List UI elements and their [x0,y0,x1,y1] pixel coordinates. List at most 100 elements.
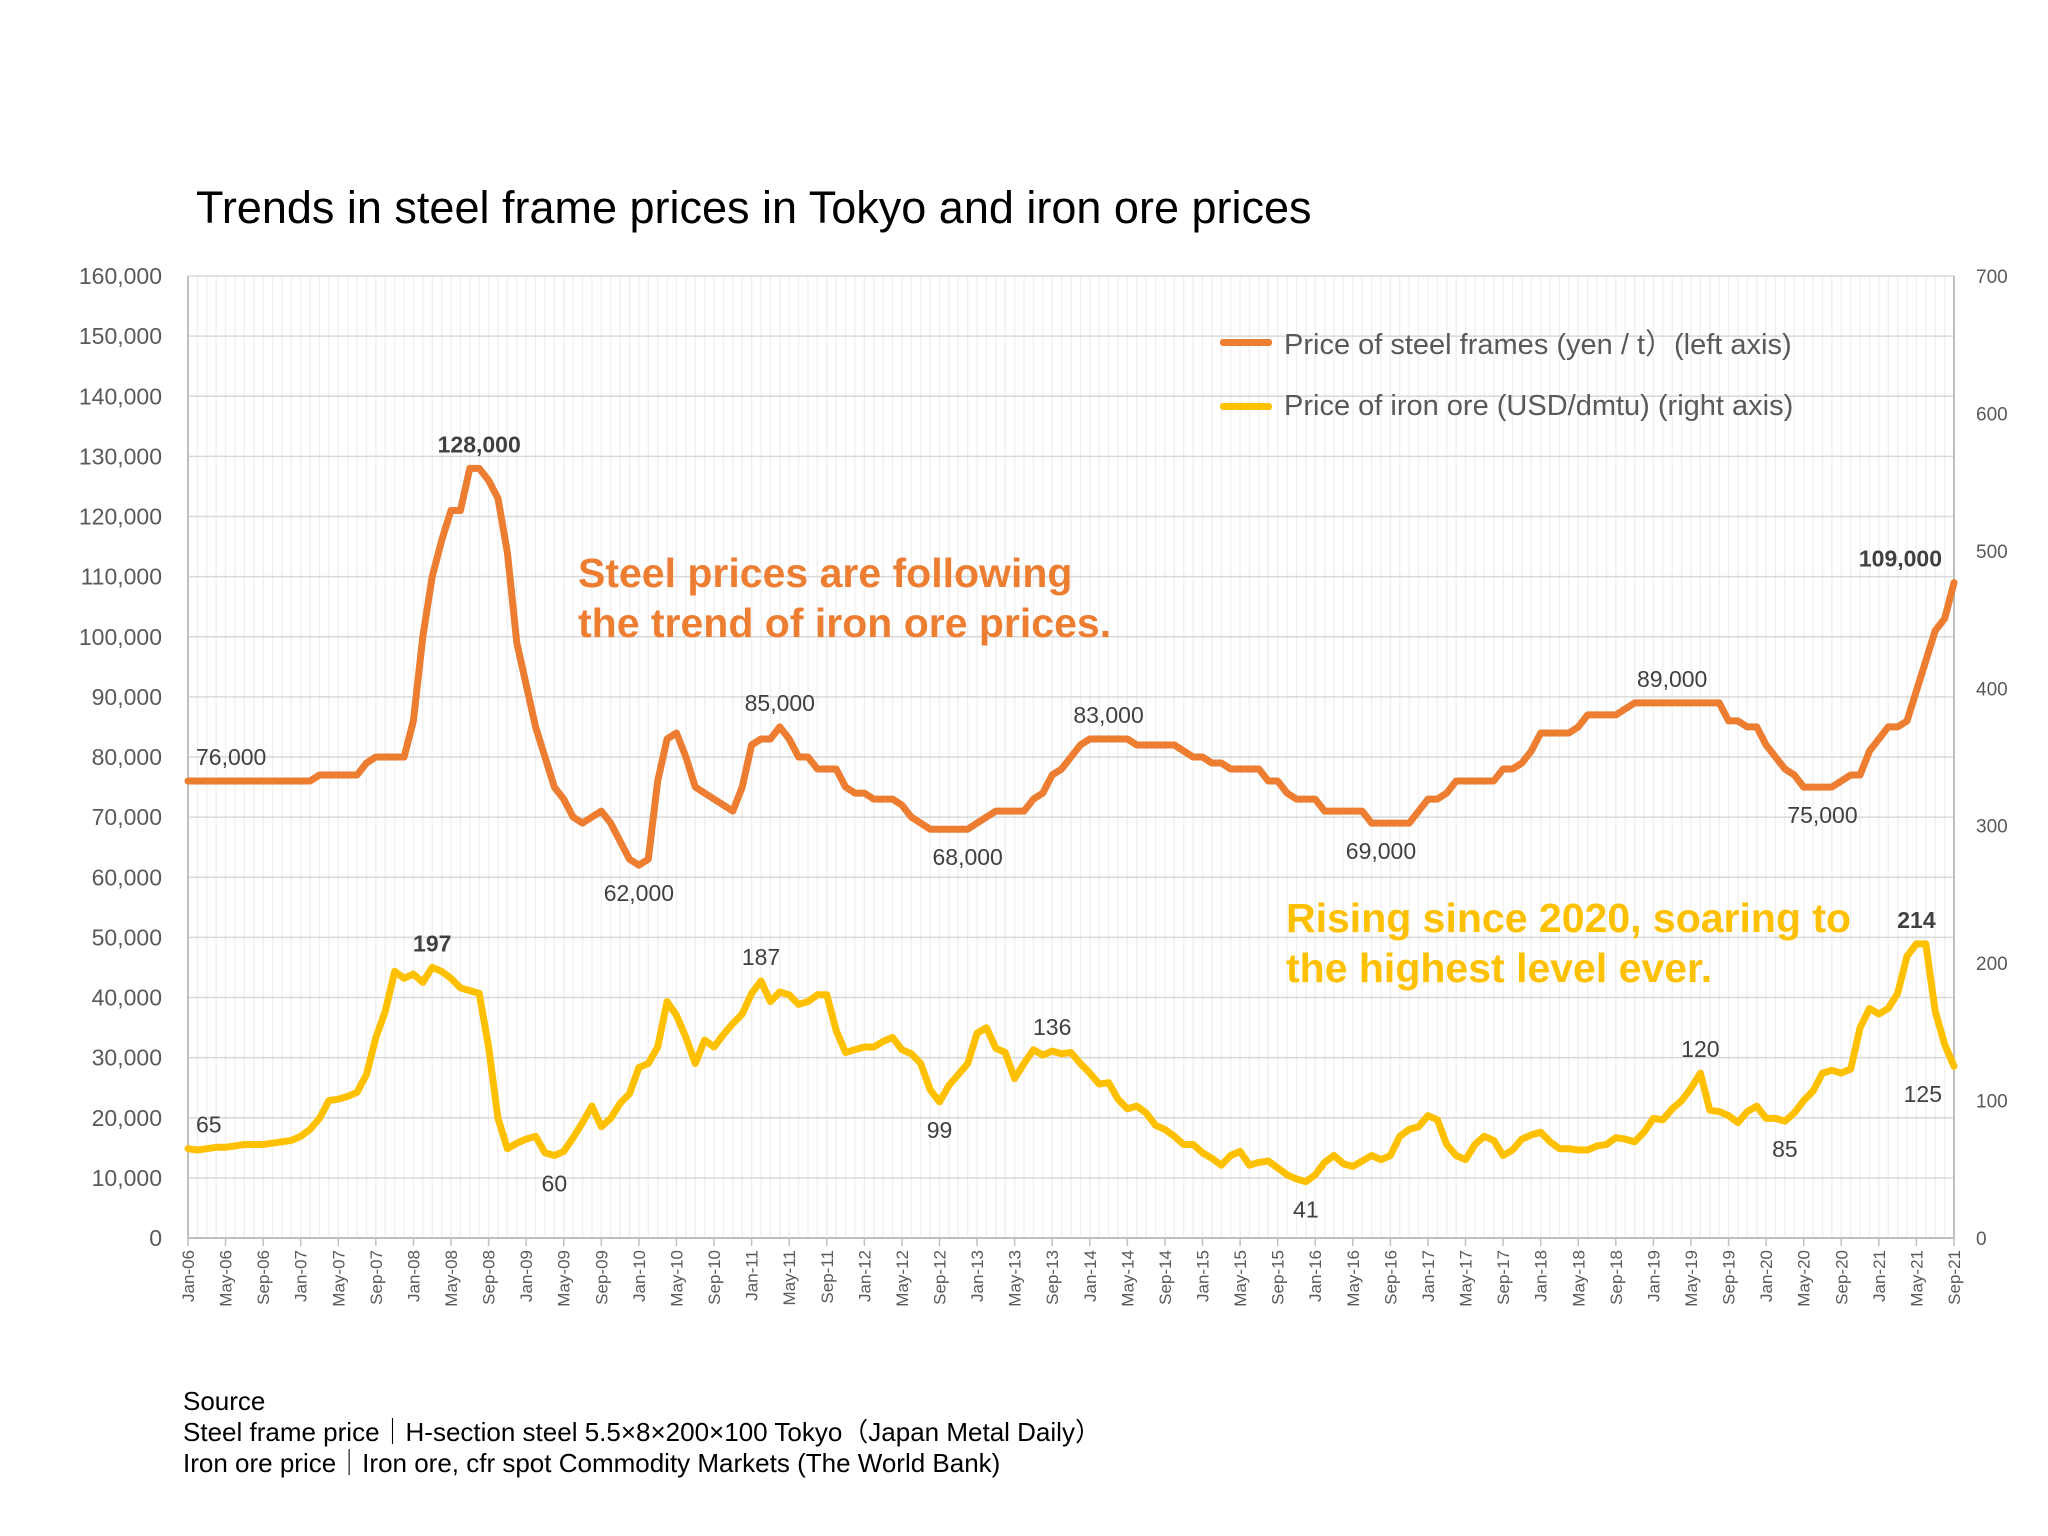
right-axis-tick-label: 500 [1976,542,2008,563]
x-axis-tick-label: Jan-12 [855,1250,874,1302]
source-steel: Steel frame price｜H-section steel 5.5×8×… [183,1417,1101,1447]
axes: 0 10,000 20,000 30,000 40,000 50,000 60,000 70,… [79,263,2008,1307]
x-axis-tick-label: Jan-18 [1532,1250,1551,1302]
left-axis-tick-label: 100,000 [79,624,162,650]
steel-data-label: 68,000 [932,844,1002,870]
steel-price-line [184,464,1958,869]
x-axis-tick-label: Jan-07 [292,1250,311,1302]
legend-swatch-iron-ore [1220,402,1272,410]
x-axis-tick-label: Jan-10 [630,1250,649,1302]
iron-ore-data-label: 41 [1293,1197,1319,1223]
iron-ore-price-line [184,940,1958,1186]
left-axis-tick-label: 50,000 [92,924,162,950]
x-axis-tick-label: Jan-14 [1081,1250,1100,1302]
annotation-steel-line2: the trend of iron ore prices. [578,600,1112,646]
right-axis-tick-label: 700 [1976,267,2008,288]
left-axis-tick-label: 60,000 [92,864,162,890]
right-axis-tick-label: 0 [1976,1229,1987,1250]
x-axis-tick-label: May-06 [217,1250,236,1307]
x-axis-tick-label: Sep-09 [592,1250,611,1305]
left-axis-tick-label: 160,000 [79,263,162,289]
steel-data-label: 62,000 [604,880,674,906]
annotation-iron-line1: Rising since 2020, soaring to [1286,895,1852,941]
data-labels: 76,000 128,000 62,000 85,000 68,000 83,000 69,… [196,431,1942,1222]
x-axis-tick-label: Sep-08 [480,1250,499,1305]
right-axis-tick-label: 200 [1976,954,2008,975]
left-axis-tick-label: 80,000 [92,744,162,770]
right-axis-tick-label: 600 [1976,404,2008,425]
right-axis-tick-label: 300 [1976,817,2008,838]
left-axis-tick-label: 90,000 [92,684,162,710]
x-axis-tick-label: Sep-19 [1720,1250,1739,1305]
x-axis-tick-label: Jan-06 [179,1250,198,1302]
iron-ore-data-label: 197 [413,930,451,956]
annotation-iron-ore: Rising since 2020, soaring to the highes… [1286,893,1851,993]
left-axis-tick-label: 20,000 [92,1105,162,1131]
x-axis-tick-label: May-21 [1907,1250,1926,1307]
left-axis-tick-label: 130,000 [79,443,162,469]
x-axis-tick-label: May-13 [1006,1250,1025,1307]
x-axis-tick-label: Sep-14 [1156,1250,1175,1305]
x-axis-tick-label: May-08 [442,1250,461,1307]
chart-title: Trends in steel frame prices in Tokyo an… [196,182,1312,233]
left-axis-tick-label: 0 [149,1225,162,1251]
x-axis-tick-label: Jan-13 [968,1250,987,1302]
x-axis-tick-label: May-10 [667,1250,686,1307]
left-axis-tick-label: 10,000 [92,1165,162,1191]
steel-data-label: 109,000 [1859,546,1942,572]
x-axis-tick-label: Jan-16 [1306,1250,1325,1302]
left-axis-tick-label: 150,000 [79,323,162,349]
iron-ore-data-label: 85 [1772,1136,1798,1162]
x-axis-tick-label: May-11 [780,1250,799,1305]
right-axis-tick-label: 100 [1976,1092,2008,1113]
x-axis-tick-label: May-20 [1795,1250,1814,1307]
annotation-iron-line2: the highest level ever. [1286,945,1713,991]
iron-ore-data-label: 136 [1033,1014,1071,1040]
iron-ore-data-label: 60 [542,1171,568,1197]
annotation-steel: Steel prices are following the trend of … [578,548,1111,648]
x-axis-tick-label: Sep-13 [1043,1250,1062,1305]
x-axis-tick-label: Jan-11 [743,1250,762,1301]
x-axis-tick-label: Jan-21 [1870,1250,1889,1302]
iron-ore-data-label: 65 [196,1112,222,1138]
x-axis-tick-label: Jan-19 [1644,1250,1663,1302]
x-axis-tick-label: Sep-10 [705,1250,724,1305]
x-axis-tick-label: May-19 [1682,1250,1701,1307]
source-note: Source Steel frame price｜H-section steel… [183,1386,1101,1479]
x-axis-tick-label: May-12 [893,1250,912,1307]
x-axis-tick-label: May-15 [1231,1250,1250,1307]
left-axis-tick-label: 110,000 [81,564,162,590]
legend-label-steel: Price of steel frames (yen / t）(left axi… [1284,329,1792,361]
steel-data-label: 75,000 [1787,802,1857,828]
left-axis-tick-label: 40,000 [92,985,162,1011]
x-axis-tick-label: Sep-15 [1269,1250,1288,1305]
right-axis-tick-label: 400 [1976,679,2008,700]
legend-label-iron-ore: Price of iron ore (USD/dmtu) (right axis… [1284,389,1794,422]
x-axis-tick-label: May-18 [1569,1250,1588,1307]
iron-ore-data-label: 214 [1897,907,1936,933]
x-axis-tick-label: Sep-11 [818,1250,837,1304]
x-axis-tick-label: Jan-09 [517,1250,536,1302]
x-axis-tick-label: Sep-06 [254,1250,273,1305]
left-axis-tick-label: 120,000 [79,504,162,530]
x-axis-tick-label: May-09 [555,1250,574,1307]
iron-ore-data-label: 120 [1681,1036,1719,1062]
iron-ore-data-label: 187 [742,944,780,970]
x-axis-tick-label: May-16 [1344,1250,1363,1307]
left-axis-tick-label: 30,000 [92,1045,162,1071]
x-axis-tick-label: Jan-17 [1419,1250,1438,1302]
source-iron-ore: Iron ore price｜Iron ore, cfr spot Commod… [183,1448,1001,1478]
x-axis-tick-label: Sep-18 [1607,1250,1626,1305]
source-heading: Source [183,1386,266,1416]
x-axis-tick-label: May-14 [1118,1250,1137,1307]
x-axis-tick-label: Sep-20 [1832,1250,1851,1305]
steel-data-label: 128,000 [438,431,521,457]
x-axis-tick-label: Jan-20 [1757,1250,1776,1302]
annotation-steel-line1: Steel prices are following [578,550,1073,596]
x-axis-tick-label: Sep-07 [367,1250,386,1305]
x-axis-tick-label: Sep-21 [1945,1250,1964,1305]
steel-data-label: 83,000 [1073,702,1143,728]
legend-item-iron-ore: Price of iron ore (USD/dmtu) (right axis… [1220,374,1793,438]
left-axis-tick-label: 140,000 [79,383,162,409]
